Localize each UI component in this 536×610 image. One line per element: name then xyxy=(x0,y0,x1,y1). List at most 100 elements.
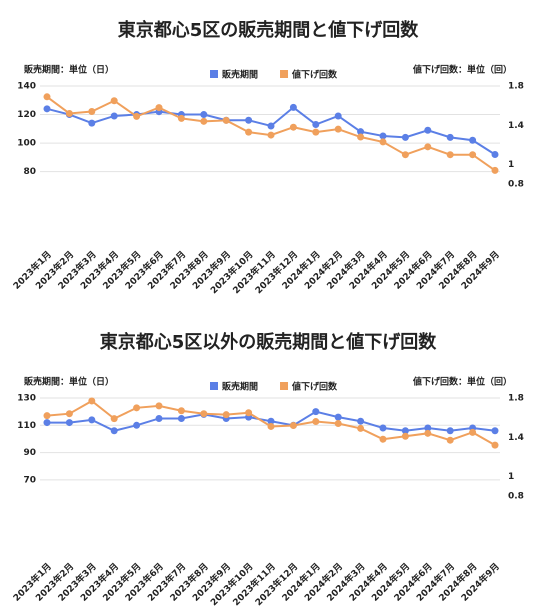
data-point xyxy=(245,116,253,124)
y-axis-label: 販売期間：単位（日） xyxy=(24,376,114,388)
data-point xyxy=(222,116,230,124)
data-point xyxy=(469,428,477,436)
data-point xyxy=(222,411,230,419)
data-point xyxy=(491,151,499,159)
data-point xyxy=(312,408,320,416)
data-point xyxy=(401,151,409,159)
legend-swatch xyxy=(280,382,289,390)
y2-tick-label: 1 xyxy=(508,472,514,482)
data-point xyxy=(312,128,320,136)
legend-label: 値下げ回数 xyxy=(291,381,338,393)
data-point xyxy=(267,417,275,425)
y-tick-label: 70 xyxy=(23,475,36,485)
data-point xyxy=(334,125,342,133)
data-point xyxy=(289,421,297,429)
data-point xyxy=(379,435,387,443)
data-point xyxy=(43,419,51,427)
data-point xyxy=(357,128,365,136)
data-point xyxy=(469,136,477,144)
legend-swatch xyxy=(280,70,289,78)
data-point xyxy=(88,397,96,405)
data-point xyxy=(133,404,141,412)
data-point xyxy=(88,108,96,116)
data-point xyxy=(357,133,365,141)
data-point xyxy=(177,407,185,415)
y2-tick-label: 1.8 xyxy=(508,394,524,404)
data-point xyxy=(245,128,253,136)
data-point xyxy=(43,105,51,113)
data-point xyxy=(446,151,454,159)
data-point xyxy=(155,104,163,112)
data-point xyxy=(491,441,499,449)
data-point xyxy=(401,432,409,440)
data-point xyxy=(43,93,51,101)
legend-label: 販売期間 xyxy=(222,69,258,81)
y2-tick-label: 1 xyxy=(508,160,514,170)
data-point xyxy=(267,131,275,139)
chart-title: 東京都心5区以外の販売期間と値下げ回数 xyxy=(100,331,438,353)
data-point xyxy=(379,138,387,146)
y2-tick-label: 1.4 xyxy=(508,121,524,131)
data-point xyxy=(65,109,73,117)
data-point xyxy=(245,409,253,417)
data-point xyxy=(133,112,141,120)
y-tick-label: 110 xyxy=(17,421,36,431)
legend-label: 販売期間 xyxy=(222,381,258,393)
data-point xyxy=(424,143,432,151)
y-axis-label: 販売期間：単位（日） xyxy=(24,64,114,76)
data-point xyxy=(110,427,118,435)
data-point xyxy=(88,119,96,127)
data-point xyxy=(401,133,409,141)
data-point xyxy=(334,413,342,421)
data-point xyxy=(379,132,387,140)
chart-title: 東京都心5区の販売期間と値下げ回数 xyxy=(118,19,420,41)
y-tick-label: 80 xyxy=(23,167,36,177)
y-tick-label: 130 xyxy=(17,394,36,404)
data-point xyxy=(133,421,141,429)
data-point xyxy=(401,427,409,435)
data-point xyxy=(200,410,208,418)
data-point xyxy=(312,418,320,426)
data-point xyxy=(312,121,320,129)
data-point xyxy=(491,427,499,435)
data-point xyxy=(424,429,432,437)
data-point xyxy=(88,416,96,424)
data-point xyxy=(267,422,275,430)
data-point xyxy=(446,427,454,435)
data-point xyxy=(267,122,275,130)
y-tick-label: 90 xyxy=(23,448,36,458)
data-point xyxy=(424,126,432,134)
data-point xyxy=(200,117,208,125)
y2-tick-label: 1.8 xyxy=(508,82,524,92)
data-point xyxy=(65,419,73,427)
data-point xyxy=(155,402,163,410)
data-point xyxy=(43,412,51,420)
y-tick-label: 100 xyxy=(17,139,36,149)
data-point xyxy=(200,111,208,119)
data-point xyxy=(379,424,387,432)
data-point xyxy=(357,424,365,432)
data-point xyxy=(289,103,297,111)
data-point xyxy=(65,410,73,418)
legend-label: 値下げ回数 xyxy=(291,69,338,81)
data-point xyxy=(334,112,342,120)
data-point xyxy=(110,97,118,105)
legend-swatch xyxy=(210,382,218,390)
data-point xyxy=(110,415,118,423)
y2-tick-label: 0.8 xyxy=(508,180,524,190)
legend-swatch xyxy=(210,70,218,78)
y-tick-label: 120 xyxy=(17,110,36,120)
data-point xyxy=(155,414,163,422)
data-point xyxy=(446,436,454,444)
data-point xyxy=(177,414,185,422)
data-point xyxy=(469,151,477,159)
data-point xyxy=(334,420,342,428)
data-point xyxy=(446,133,454,141)
y2-axis-label: 値下げ回数：単位（回） xyxy=(412,376,512,388)
y-tick-label: 140 xyxy=(17,82,36,92)
y2-tick-label: 0.8 xyxy=(508,492,524,502)
data-point xyxy=(177,114,185,122)
data-point xyxy=(357,417,365,425)
y2-tick-label: 1.4 xyxy=(508,433,524,443)
